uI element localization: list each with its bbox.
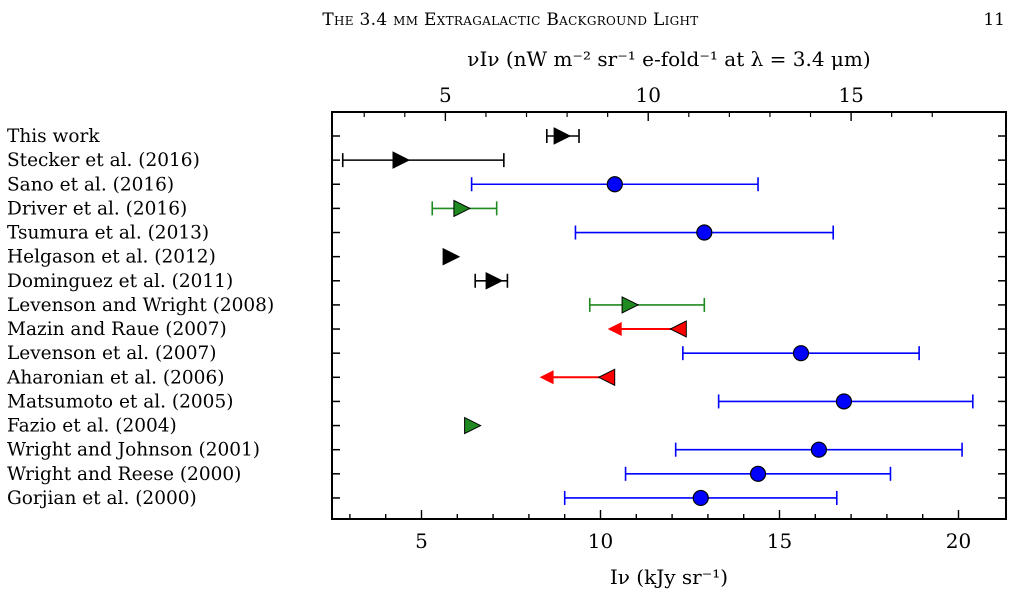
top-tick-label: 15	[838, 83, 863, 107]
limit-arrow-head	[607, 322, 622, 336]
axis-ticks: 5 10 15 20 5 10 15	[332, 83, 1006, 553]
row-label: Matsumoto et al. (2005)	[7, 391, 233, 412]
top-axis-label: νIν (nW m⁻² sr⁻¹ e-fold⁻¹ at λ = 3.4 μm)	[467, 47, 870, 71]
data-point	[835, 393, 853, 410]
row-label: Sano et al. (2016)	[7, 174, 174, 195]
limit-arrow-head	[539, 370, 554, 385]
data-point	[810, 441, 827, 458]
data-point	[553, 127, 572, 145]
plot-marks	[341, 127, 974, 507]
row-label: Dominguez et al. (2011)	[7, 271, 233, 292]
top-tick-label: 10	[635, 83, 660, 107]
row-label: Aharonian et al. (2006)	[6, 367, 224, 388]
x-tick-label: 10	[588, 529, 613, 553]
data-point	[621, 296, 640, 314]
row-label: Wright and Reese (2000)	[7, 464, 241, 485]
data-point	[696, 224, 713, 241]
data-point	[392, 151, 411, 169]
row-label: Helgason et al. (2012)	[7, 247, 216, 268]
row-labels: This work Stecker et al. (2016) Sano et al…	[6, 126, 274, 509]
data-point	[692, 489, 709, 507]
x-axis-label: Iν (kJy sr⁻¹)	[610, 565, 728, 589]
data-point	[792, 345, 810, 362]
top-tick-label: 5	[439, 83, 452, 107]
data-point	[453, 199, 472, 218]
data-point	[597, 368, 616, 387]
row-label: This work	[7, 126, 100, 147]
data-point	[606, 176, 623, 193]
row-label: Tsumura et al. (2013)	[7, 223, 209, 244]
data-point	[485, 271, 504, 290]
row-label: Gorjian et al. (2000)	[7, 488, 197, 509]
row-label: Stecker et al. (2016)	[7, 150, 200, 171]
x-tick-label: 15	[767, 529, 792, 553]
row-label: Levenson et al. (2007)	[7, 343, 216, 364]
x-tick-label: 5	[415, 529, 428, 553]
page-header: The 3.4 μm Extragalactic Background Ligh…	[0, 0, 1021, 40]
row-label: Mazin and Raue (2007)	[7, 319, 227, 340]
data-point	[749, 465, 767, 482]
row-label: Driver et al. (2016)	[7, 198, 187, 219]
data-point	[669, 320, 687, 338]
data-point	[464, 416, 482, 435]
page-number: 11	[983, 10, 1005, 30]
data-point	[442, 247, 461, 266]
row-label: Fazio et al. (2004)	[7, 416, 177, 437]
plot-frame	[331, 111, 1007, 520]
running-title: The 3.4 μm Extragalactic Background Ligh…	[322, 10, 699, 30]
row-label: Wright and Johnson (2001)	[7, 440, 260, 461]
x-tick-label: 20	[946, 529, 971, 553]
row-label: Levenson and Wright (2008)	[7, 295, 274, 316]
